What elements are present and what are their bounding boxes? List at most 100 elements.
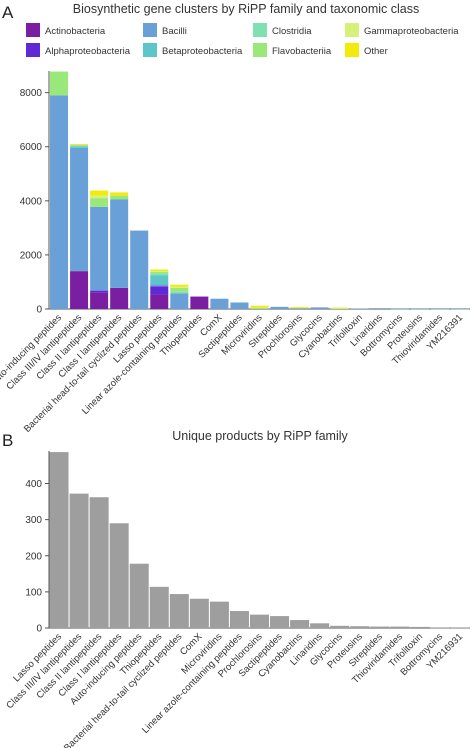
bar-lasso-peptides-actinobacteria <box>150 294 169 309</box>
bar-sactipeptides <box>270 616 290 628</box>
legend-swatch-bacilli <box>143 23 157 37</box>
bar-linear-azole-containing-peptides-bacilli <box>170 293 189 309</box>
bar-trifolitoxin-bacilli <box>350 308 369 310</box>
bar-proteusins-bacilli <box>410 308 429 310</box>
bar-lasso-peptides-clostridia <box>150 273 169 276</box>
bar-glycocins-bacilli <box>310 307 329 309</box>
bar-lasso-peptides-betaproteobacteria <box>150 275 169 285</box>
bar-class-i-lantipeptides-other <box>110 192 129 196</box>
legend-label-alphaproteobacteria: Alphaproteobacteria <box>45 46 131 57</box>
bar-class-ii-lantipeptides-flavobacteriia <box>90 198 109 207</box>
panel-b-y-tick-label: 400 <box>25 479 42 490</box>
bar-bottromycins-bacilli <box>390 308 409 310</box>
bar-microviridins <box>209 601 229 628</box>
bar-sactipeptides-bacilli <box>230 302 249 309</box>
legend-swatch-clostridia <box>253 23 267 37</box>
bar-bacterial-head-to-tail-cyclized-peptides-bacilli <box>130 230 149 309</box>
panel-a-title: Biosynthetic gene clusters by RiPP famil… <box>73 2 419 16</box>
bar-lasso-peptides-alphaproteobacteria <box>150 286 169 295</box>
bar-class-iii-iv-lantipeptides <box>69 493 89 628</box>
bar-prochlorosins-bacilli <box>290 308 309 309</box>
panel-a-letter: A <box>2 3 14 22</box>
panel-b-title: Unique products by RiPP family <box>172 429 348 443</box>
bar-cyanobactins <box>290 620 310 628</box>
bar-linear-azole-containing-peptides-clostridia <box>170 291 189 294</box>
panel-b-y-tick-label: 100 <box>25 587 42 598</box>
legend-swatch-flavobacteriia <box>253 43 267 57</box>
panel-b-letter: B <box>2 431 13 450</box>
bar-comx-bacilli <box>210 298 229 309</box>
bar-bottromycins <box>430 627 450 629</box>
bar-class-iii-iv-lantipeptides-gammaproteobacteria <box>70 144 89 146</box>
bar-class-ii-lantipeptides-alphaproteobacteria <box>90 290 109 293</box>
legend-label-bacilli: Bacilli <box>162 26 187 37</box>
bar-thiopeptides-actinobacteria <box>190 296 209 309</box>
bar-microviridins-flavobacteriia <box>250 307 269 309</box>
bar-thiopeptides <box>149 586 169 628</box>
panel-b-bars <box>49 452 470 629</box>
bar-streptides-bacilli <box>270 306 289 309</box>
legend-label-betaproteobacteria: Betaproteobacteria <box>162 46 243 57</box>
legend-label-actinobacteria: Actinobacteria <box>45 26 106 37</box>
bar-class-ii-lantipeptides-other <box>90 190 109 196</box>
bar-linaridins-bacilli <box>370 308 389 309</box>
bar-thioviridamides-bacilli <box>430 308 449 310</box>
bar-class-iii-iv-lantipeptides-actinobacteria <box>70 271 89 309</box>
bar-ym216391-bacilli <box>450 308 469 310</box>
legend-swatch-alphaproteobacteria <box>26 43 40 57</box>
bar-thioviridamides <box>390 626 410 628</box>
legend-swatch-actinobacteria <box>26 23 40 37</box>
bar-class-i-lantipeptides-bacilli <box>110 199 129 288</box>
bar-prochlorosins-other <box>290 307 309 309</box>
bar-bacterial-head-to-tail-cyclized-peptides <box>169 594 189 628</box>
bar-class-iii-iv-lantipeptides-betaproteobacteria <box>70 146 89 148</box>
bar-auto-inducing-peptides <box>129 563 149 628</box>
bar-class-iii-iv-lantipeptides-other <box>70 144 89 145</box>
bar-linear-azole-containing-peptides-flavobacteriia <box>170 287 189 292</box>
bar-linear-azole-containing-peptides-gammaproteobacteria <box>170 286 189 288</box>
bar-streptides <box>370 626 390 628</box>
bar-prochlorosins <box>250 614 269 628</box>
bar-cyanobactins-other <box>330 307 349 309</box>
bar-microviridins-other <box>250 305 269 308</box>
bar-class-ii-lantipeptides <box>89 497 109 628</box>
panel-b-y-tick-label: 200 <box>25 551 42 562</box>
bar-linaridins <box>310 623 330 628</box>
bar-class-i-lantipeptides-actinobacteria <box>110 287 129 309</box>
bar-class-ii-lantipeptides-actinobacteria <box>90 292 109 309</box>
bar-lasso-peptides-gammaproteobacteria <box>150 271 169 272</box>
bar-trifolitoxin <box>410 626 430 628</box>
bar-proteusins <box>350 626 370 628</box>
bar-class-i-lantipeptides-flavobacteriia <box>110 195 129 200</box>
bar-comx <box>189 598 209 628</box>
legend-label-gammaproteobacteria: Gammaproteobacteria <box>364 26 459 37</box>
legend-label-other: Other <box>364 46 388 57</box>
bar-class-iii-iv-lantipeptides-flavobacteriia <box>70 145 89 147</box>
bar-ym216931 <box>450 627 470 629</box>
bar-lasso-peptides-bacilli <box>150 284 169 287</box>
bar-microviridins-gammaproteobacteria <box>250 307 269 308</box>
panel-b-y-tick-label: 300 <box>25 515 42 526</box>
bar-class-iii-iv-lantipeptides-bacilli <box>70 147 89 272</box>
bar-class-i-lantipeptides <box>109 523 129 628</box>
bar-class-ii-lantipeptides-gammaproteobacteria <box>90 195 109 199</box>
legend-label-flavobacteriia: Flavobacteriia <box>272 46 332 57</box>
panel-a-legend: Actinobacteria Alphaproteobacteria Bacilli… <box>26 23 459 57</box>
panel-a-y-tick-label: 4000 <box>20 196 43 207</box>
panel-a-x-tick-label-auto-inducing-peptides: Auto-inducing peptides <box>0 312 64 388</box>
bar-class-ii-lantipeptides-bacilli <box>90 206 109 291</box>
bar-cyanobactins-gammaproteobacteria <box>330 308 349 309</box>
legend-swatch-betaproteobacteria <box>143 43 157 57</box>
panel-b-y-tick-label: 0 <box>36 624 42 635</box>
bar-lasso-peptides-flavobacteriia <box>150 271 169 274</box>
legend-swatch-gammaproteobacteria <box>345 23 359 37</box>
bar-auto-inducing-peptides-flavobacteriia <box>50 71 69 96</box>
bar-linear-azole-containing-peptides <box>229 611 249 628</box>
bar-lasso-peptides <box>49 452 69 628</box>
panel-a-y-tick-label: 2000 <box>20 250 43 261</box>
bar-lasso-peptides-other <box>150 269 169 272</box>
legend-swatch-other <box>345 43 359 57</box>
panel-a-y-tick-label: 8000 <box>20 88 43 99</box>
